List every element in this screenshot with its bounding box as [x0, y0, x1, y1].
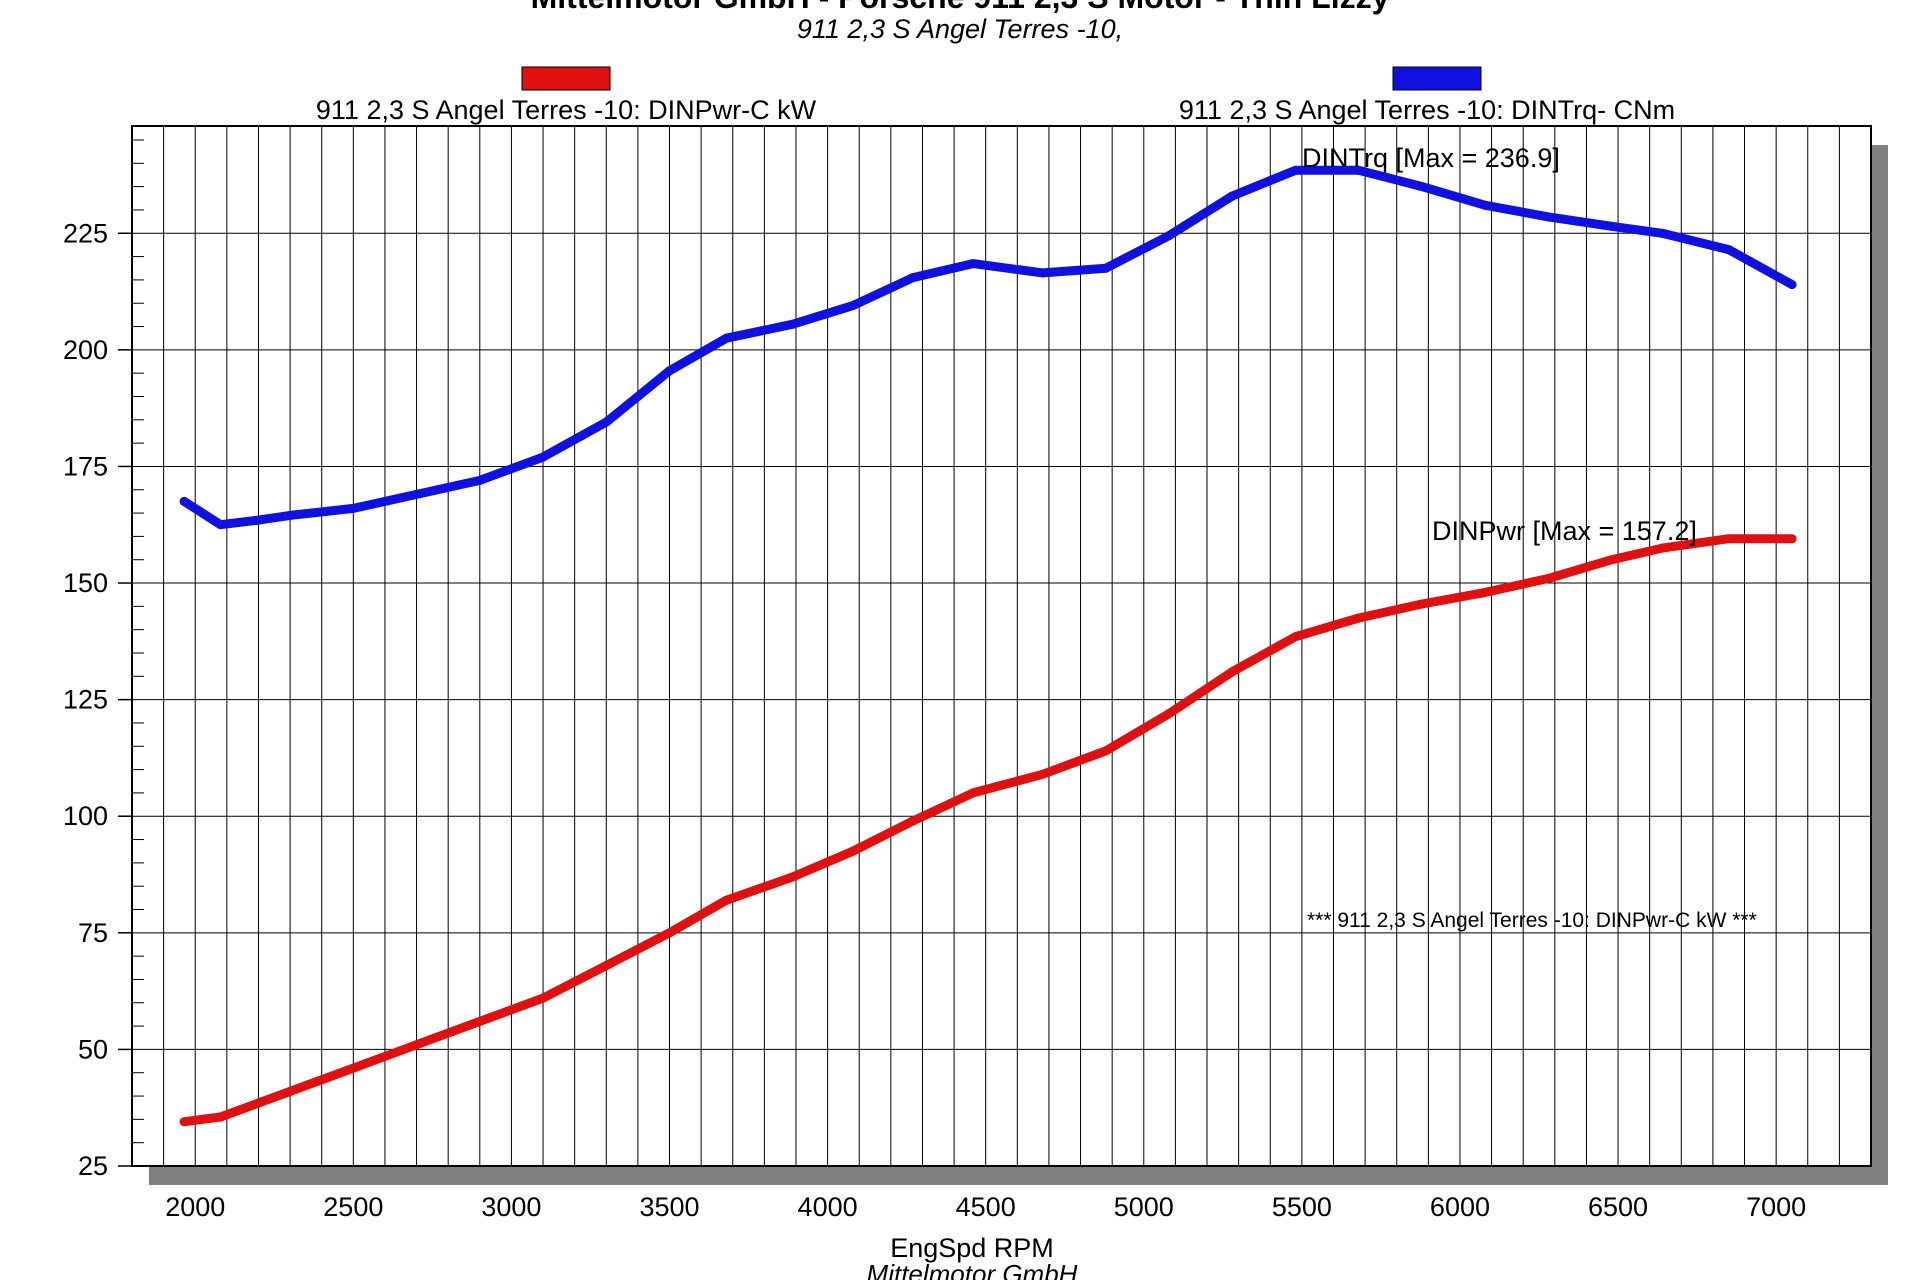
data-point	[1354, 613, 1364, 623]
data-point	[1417, 599, 1427, 609]
data-point	[216, 520, 226, 530]
data-point	[1724, 245, 1734, 255]
x-tick-label: 6000	[1430, 1192, 1490, 1222]
data-point	[1038, 769, 1048, 779]
data-point	[601, 417, 611, 427]
y-tick-label: 175	[63, 451, 108, 481]
y-tick-label: 50	[78, 1034, 108, 1064]
chart-subtitle: 911 2,3 S Angel Terres -10,	[797, 14, 1123, 44]
series-points-power	[179, 534, 1797, 1127]
series-points-torque	[179, 165, 1797, 530]
data-point	[348, 1063, 358, 1073]
chart-note: *** 911 2,3 S Angel Terres -10: DINPwr-C…	[1307, 909, 1757, 932]
data-point	[285, 1086, 295, 1096]
data-point	[665, 366, 675, 376]
data-point	[1417, 182, 1427, 192]
data-point	[1480, 587, 1490, 597]
data-point	[1291, 165, 1301, 175]
data-point	[908, 816, 918, 826]
y-tick-label: 75	[78, 918, 108, 948]
y-tick-label: 150	[63, 568, 108, 598]
data-point	[1787, 280, 1797, 290]
x-tick-label: 7000	[1746, 1192, 1806, 1222]
data-point	[1291, 632, 1301, 642]
x-tick-label: 6500	[1588, 1192, 1648, 1222]
data-point	[1543, 212, 1553, 222]
x-tick-label: 4000	[798, 1192, 858, 1222]
data-point	[721, 333, 731, 343]
y-tick-label: 225	[63, 218, 108, 248]
data-point	[1543, 573, 1553, 583]
x-tick-label: 3500	[639, 1192, 699, 1222]
data-point	[1657, 543, 1667, 553]
series-line-power	[179, 534, 1797, 1127]
data-point	[538, 452, 548, 462]
data-point	[601, 960, 611, 970]
data-point	[1354, 165, 1364, 175]
data-point	[179, 1117, 189, 1127]
data-point	[788, 319, 798, 329]
x-tick-label: 5000	[1114, 1192, 1174, 1222]
data-point	[1607, 221, 1617, 231]
y-axis-ticks: 25 50 75 100 125 150 175 200 225	[63, 218, 108, 1181]
data-point	[848, 846, 858, 856]
grid-major-horizontal	[118, 232, 1871, 1167]
data-point	[475, 1016, 485, 1026]
data-point	[1101, 746, 1111, 756]
x-tick-label: 4500	[956, 1192, 1016, 1222]
data-point	[285, 510, 295, 520]
legend-swatch-power	[521, 66, 611, 91]
chart-title: Mittelmotor GmbH - Porsche 911 2,3 S Mot…	[531, 0, 1390, 15]
data-point	[1607, 555, 1617, 565]
data-point	[1657, 228, 1667, 238]
x-axis-label: EngSpd RPM	[890, 1233, 1054, 1263]
plot-area	[131, 125, 1872, 1167]
data-point	[475, 475, 485, 485]
data-point	[968, 259, 978, 269]
y-tick-label: 100	[63, 801, 108, 831]
x-tick-label: 3000	[481, 1192, 541, 1222]
data-point	[1164, 231, 1174, 241]
y-minor-ticks	[132, 139, 144, 1144]
data-point	[1164, 709, 1174, 719]
y-tick-label: 200	[63, 335, 108, 365]
data-point	[1101, 263, 1111, 273]
x-tick-label: 2000	[165, 1192, 225, 1222]
data-point	[412, 489, 422, 499]
data-point	[665, 928, 675, 938]
data-point	[788, 872, 798, 882]
data-point	[908, 273, 918, 283]
data-point	[538, 993, 548, 1003]
data-point	[848, 301, 858, 311]
power-max-annotation: DINPwr [Max = 157.2]	[1432, 516, 1697, 546]
torque-max-annotation: DINTrq [Max = 236.9]	[1302, 143, 1560, 173]
x-tick-label: 5500	[1272, 1192, 1332, 1222]
data-point	[179, 496, 189, 506]
x-tick-label: 2500	[323, 1192, 383, 1222]
data-point	[968, 788, 978, 798]
data-point	[721, 895, 731, 905]
data-point	[253, 515, 263, 525]
data-point	[412, 1040, 422, 1050]
y-tick-label: 125	[63, 685, 108, 715]
legend-swatch-torque	[1392, 66, 1482, 91]
data-point	[1787, 534, 1797, 544]
data-point	[1724, 534, 1734, 544]
legend-label-torque: 911 2,3 S Angel Terres -10: DINTrq- CNm	[1179, 95, 1675, 125]
data-point	[348, 503, 358, 513]
legend-label-power: 911 2,3 S Angel Terres -10: DINPwr-C kW	[316, 95, 817, 125]
data-point	[1227, 667, 1237, 677]
data-point	[1480, 200, 1490, 210]
data-point	[1038, 268, 1048, 278]
data-point	[216, 1112, 226, 1122]
y-tick-label: 25	[78, 1151, 108, 1181]
chart-footer: Mittelmotor GmbH	[867, 1259, 1078, 1280]
data-point	[253, 1098, 263, 1108]
data-point	[1227, 191, 1237, 201]
grid-minor-vertical	[163, 126, 1840, 1166]
x-axis-ticks: 2000 2500 3000 3500 4000 4500 5000 5500 6000 6500…	[165, 1192, 1806, 1222]
series-line-torque	[179, 165, 1797, 530]
